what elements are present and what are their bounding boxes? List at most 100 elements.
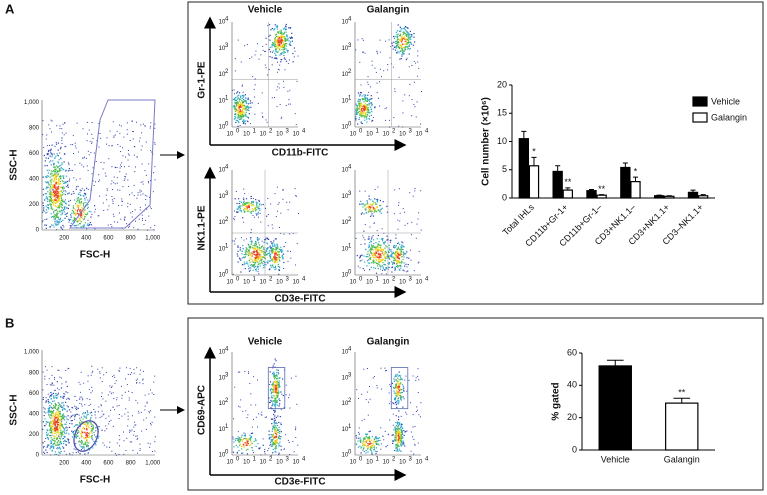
event-dot	[92, 439, 94, 441]
event-dot	[276, 404, 278, 406]
event-dot	[54, 157, 56, 159]
event-dot	[56, 196, 58, 198]
event-dot	[237, 211, 239, 213]
event-dot	[102, 414, 104, 416]
event-dot	[273, 422, 276, 424]
event-dot	[390, 255, 392, 258]
event-dot	[132, 120, 134, 122]
event-dot	[49, 396, 51, 398]
event-dot	[79, 396, 81, 398]
event-dot	[272, 264, 274, 266]
event-dot	[404, 37, 406, 39]
event-dot	[368, 209, 370, 211]
event-dot	[257, 442, 259, 445]
event-dot	[53, 185, 55, 187]
event-dot	[243, 256, 245, 258]
event-dot	[256, 266, 259, 268]
event-dot	[282, 33, 284, 35]
event-dot	[56, 396, 58, 398]
event-dot	[133, 194, 135, 196]
event-dot	[368, 244, 370, 246]
event-dot	[283, 261, 285, 264]
event-dot	[270, 259, 273, 261]
event-dot	[404, 43, 406, 45]
event-dot	[151, 421, 153, 423]
event-dot	[96, 441, 98, 443]
event-dot	[368, 207, 370, 209]
event-dot	[86, 422, 88, 424]
event-dot	[83, 443, 85, 445]
event-dot	[140, 194, 142, 196]
event-dot	[389, 57, 391, 59]
event-dot	[407, 41, 410, 43]
event-dot	[65, 170, 67, 172]
event-dot	[239, 443, 241, 445]
event-dot	[79, 204, 82, 206]
event-dot	[394, 269, 396, 271]
event-dot	[366, 106, 368, 108]
event-dot	[44, 378, 46, 380]
event-dot	[289, 44, 291, 46]
event-dot	[271, 56, 273, 59]
event-dot	[379, 248, 382, 250]
event-dot	[272, 242, 274, 244]
event-dot	[121, 415, 123, 417]
event-dot	[250, 258, 252, 260]
event-dot	[66, 410, 68, 412]
event-dot	[279, 54, 281, 56]
event-dot	[242, 91, 244, 93]
event-dot	[90, 417, 92, 419]
event-dot	[51, 384, 53, 386]
event-dot	[52, 415, 55, 417]
event-dot	[61, 191, 63, 194]
log-tick-base: 10	[276, 280, 283, 286]
event-dot	[274, 259, 276, 261]
event-dot	[87, 380, 89, 382]
event-dot	[67, 397, 69, 399]
event-dot	[237, 102, 239, 104]
event-dot	[275, 35, 278, 38]
event-dot	[290, 257, 292, 259]
event-dot	[240, 112, 242, 114]
event-dot	[60, 436, 62, 438]
event-dot	[280, 41, 282, 43]
event-dot	[246, 116, 249, 118]
event-dot	[68, 200, 70, 202]
event-dot	[243, 239, 245, 241]
event-dot	[62, 123, 64, 125]
event-dot	[114, 382, 116, 384]
event-dot	[242, 203, 244, 205]
log-tick-base: 10	[243, 280, 250, 286]
event-dot	[61, 402, 63, 404]
event-dot	[408, 53, 410, 55]
event-dot	[288, 40, 290, 42]
event-dot	[381, 228, 383, 230]
event-dot	[74, 142, 76, 144]
event-dot	[370, 211, 372, 213]
event-dot	[272, 43, 274, 45]
event-dot	[275, 51, 277, 53]
event-dot	[376, 92, 378, 94]
event-dot	[281, 52, 283, 54]
event-dot	[355, 119, 357, 121]
event-dot	[375, 252, 378, 254]
event-dot	[241, 116, 244, 118]
event-dot	[63, 177, 65, 180]
event-dot	[403, 53, 405, 55]
event-dot	[397, 38, 399, 40]
event-dot	[55, 228, 58, 231]
event-dot	[58, 451, 60, 453]
event-dot	[269, 247, 271, 249]
axis-label: CD69-APC	[197, 385, 208, 435]
event-dot	[376, 260, 378, 262]
event-dot	[257, 213, 259, 215]
event-dot	[76, 122, 78, 124]
event-dot	[398, 257, 400, 259]
event-dot	[273, 388, 275, 390]
event-dot	[264, 416, 266, 418]
event-dot	[247, 107, 250, 109]
event-dot	[247, 440, 249, 443]
event-dot	[54, 389, 56, 391]
event-dot	[394, 91, 396, 93]
event-dot	[53, 215, 55, 217]
